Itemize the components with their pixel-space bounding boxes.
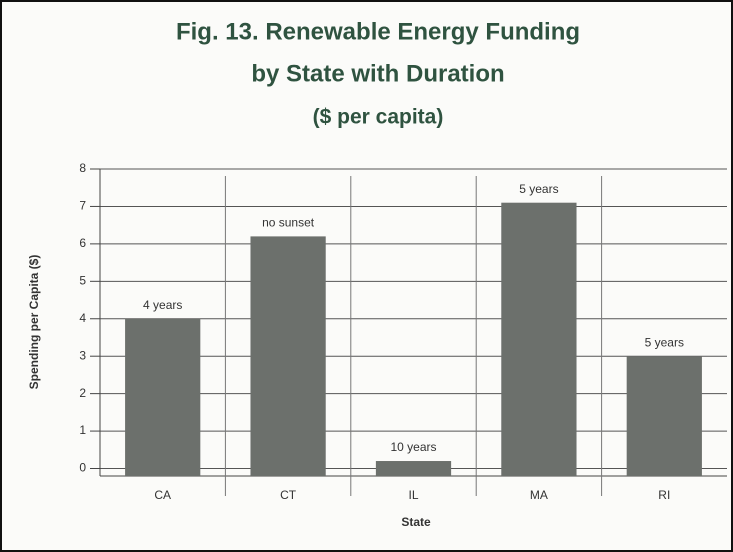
bar-annotation: 4 years <box>143 298 182 312</box>
y-tick-label: 1 <box>79 423 86 437</box>
bar <box>501 202 577 476</box>
chart-title: Fig. 13. Renewable Energy Funding <box>176 18 580 45</box>
bar-annotation: no sunset <box>262 216 315 230</box>
y-tick-label: 5 <box>79 273 86 287</box>
y-tick-label: 6 <box>79 236 86 250</box>
chart-subtitle: by State with Duration <box>251 60 504 87</box>
x-tick-label: RI <box>658 488 670 502</box>
bar <box>125 318 201 476</box>
x-axis-label: State <box>401 515 431 529</box>
y-tick-label: 4 <box>79 311 86 325</box>
x-tick-label: CA <box>154 488 171 502</box>
y-axis-label: Spending per Capita ($) <box>27 255 41 390</box>
bar-annotation: 5 years <box>645 335 684 349</box>
x-tick-label: CT <box>280 488 297 502</box>
bar-annotation: 10 years <box>390 440 436 454</box>
y-tick-label: 0 <box>79 461 86 475</box>
bar <box>250 236 326 476</box>
bar-annotation: 5 years <box>519 182 558 196</box>
x-tick-label: MA <box>530 488 548 502</box>
y-tick-label: 2 <box>79 386 86 400</box>
bar <box>375 461 452 476</box>
x-tick-label: IL <box>408 488 418 502</box>
unit-note: ($ per capita) <box>313 106 444 129</box>
y-tick-label: 7 <box>79 199 86 213</box>
y-tick-label: 3 <box>79 348 86 362</box>
y-tick-label: 8 <box>79 161 86 175</box>
bar <box>626 356 702 476</box>
